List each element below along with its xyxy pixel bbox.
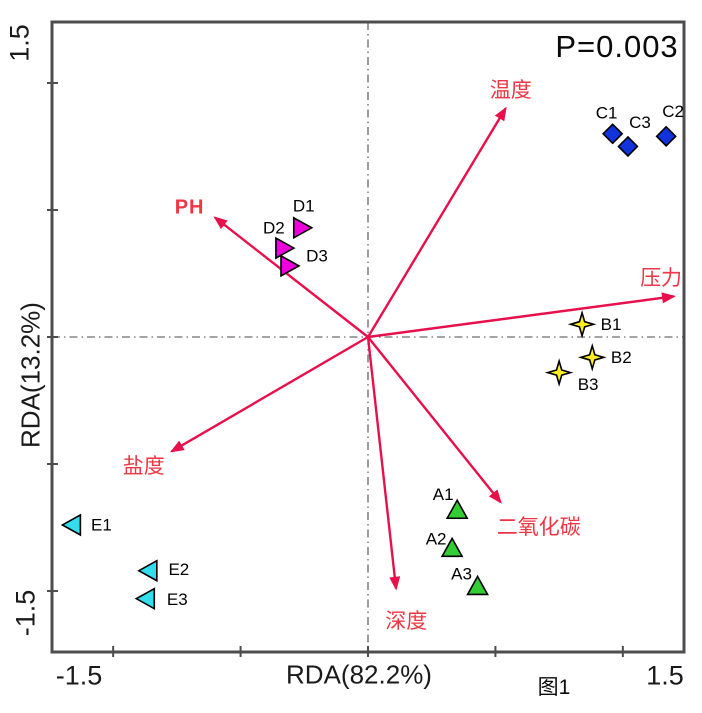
y-axis-min-label: -1.5 bbox=[10, 589, 41, 637]
sample-point-label-B2: B2 bbox=[611, 348, 632, 367]
sample-point-label-B1: B1 bbox=[601, 315, 622, 334]
env-arrow-label-pressure: 压力 bbox=[640, 267, 682, 290]
sample-point-C1 bbox=[602, 123, 624, 145]
sample-point-B3 bbox=[544, 358, 574, 387]
sample-point-label-C1: C1 bbox=[596, 103, 618, 122]
env-arrow-label-salinity: 盐度 bbox=[123, 455, 165, 478]
y-axis-max-label: 1.5 bbox=[4, 24, 35, 62]
env-arrow-pressure bbox=[367, 292, 676, 339]
x-axis-title: RDA(82.2%) bbox=[286, 659, 432, 690]
sample-point-A3 bbox=[466, 574, 489, 596]
sample-point-label-C3: C3 bbox=[629, 113, 651, 132]
x-axis-min-label: -1.5 bbox=[55, 660, 103, 691]
sample-point-B2 bbox=[577, 342, 607, 372]
sample-point-C3 bbox=[617, 135, 639, 158]
sample-point-B1 bbox=[567, 309, 597, 339]
sample-point-A1 bbox=[445, 498, 469, 520]
env-arrow-label-ph: PH bbox=[175, 196, 205, 218]
env-arrow-salinity bbox=[169, 335, 369, 453]
p-value-label: P=0.003 bbox=[555, 29, 679, 64]
sample-point-label-D3: D3 bbox=[306, 246, 328, 265]
x-axis-max-label: 1.5 bbox=[646, 660, 684, 691]
sample-point-E1 bbox=[60, 513, 82, 537]
sample-point-E3 bbox=[134, 587, 156, 611]
env-arrow-co2 bbox=[367, 336, 502, 504]
figure-caption: 图1 bbox=[537, 676, 571, 699]
sample-point-D2 bbox=[275, 236, 296, 260]
y-axis-title: RDA(13.2%) bbox=[15, 302, 46, 448]
sample-point-label-E1: E1 bbox=[91, 515, 112, 534]
sample-point-D1 bbox=[292, 216, 314, 240]
sample-point-label-E2: E2 bbox=[168, 560, 189, 579]
sample-point-label-A3: A3 bbox=[451, 564, 472, 583]
sample-point-A2 bbox=[440, 536, 464, 558]
sample-point-C2 bbox=[655, 125, 677, 147]
sample-point-label-D2: D2 bbox=[263, 219, 285, 238]
env-arrow-label-depth: 深度 bbox=[385, 610, 427, 633]
env-arrow-label-co2: 二氧化碳 bbox=[497, 516, 581, 539]
sample-point-D3 bbox=[280, 254, 301, 278]
env-arrow-depth bbox=[366, 336, 401, 591]
sample-point-label-B3: B3 bbox=[578, 375, 599, 394]
env-arrow-temperature bbox=[366, 106, 507, 338]
sample-point-E2 bbox=[137, 559, 158, 583]
env-arrow-label-temperature: 温度 bbox=[490, 79, 532, 102]
sample-point-label-A1: A1 bbox=[433, 485, 454, 504]
sample-point-label-E3: E3 bbox=[167, 590, 188, 609]
sample-point-label-D1: D1 bbox=[293, 196, 315, 215]
sample-point-label-A2: A2 bbox=[426, 529, 447, 548]
sample-point-label-C2: C2 bbox=[662, 102, 684, 121]
env-arrow-ph bbox=[213, 216, 369, 338]
